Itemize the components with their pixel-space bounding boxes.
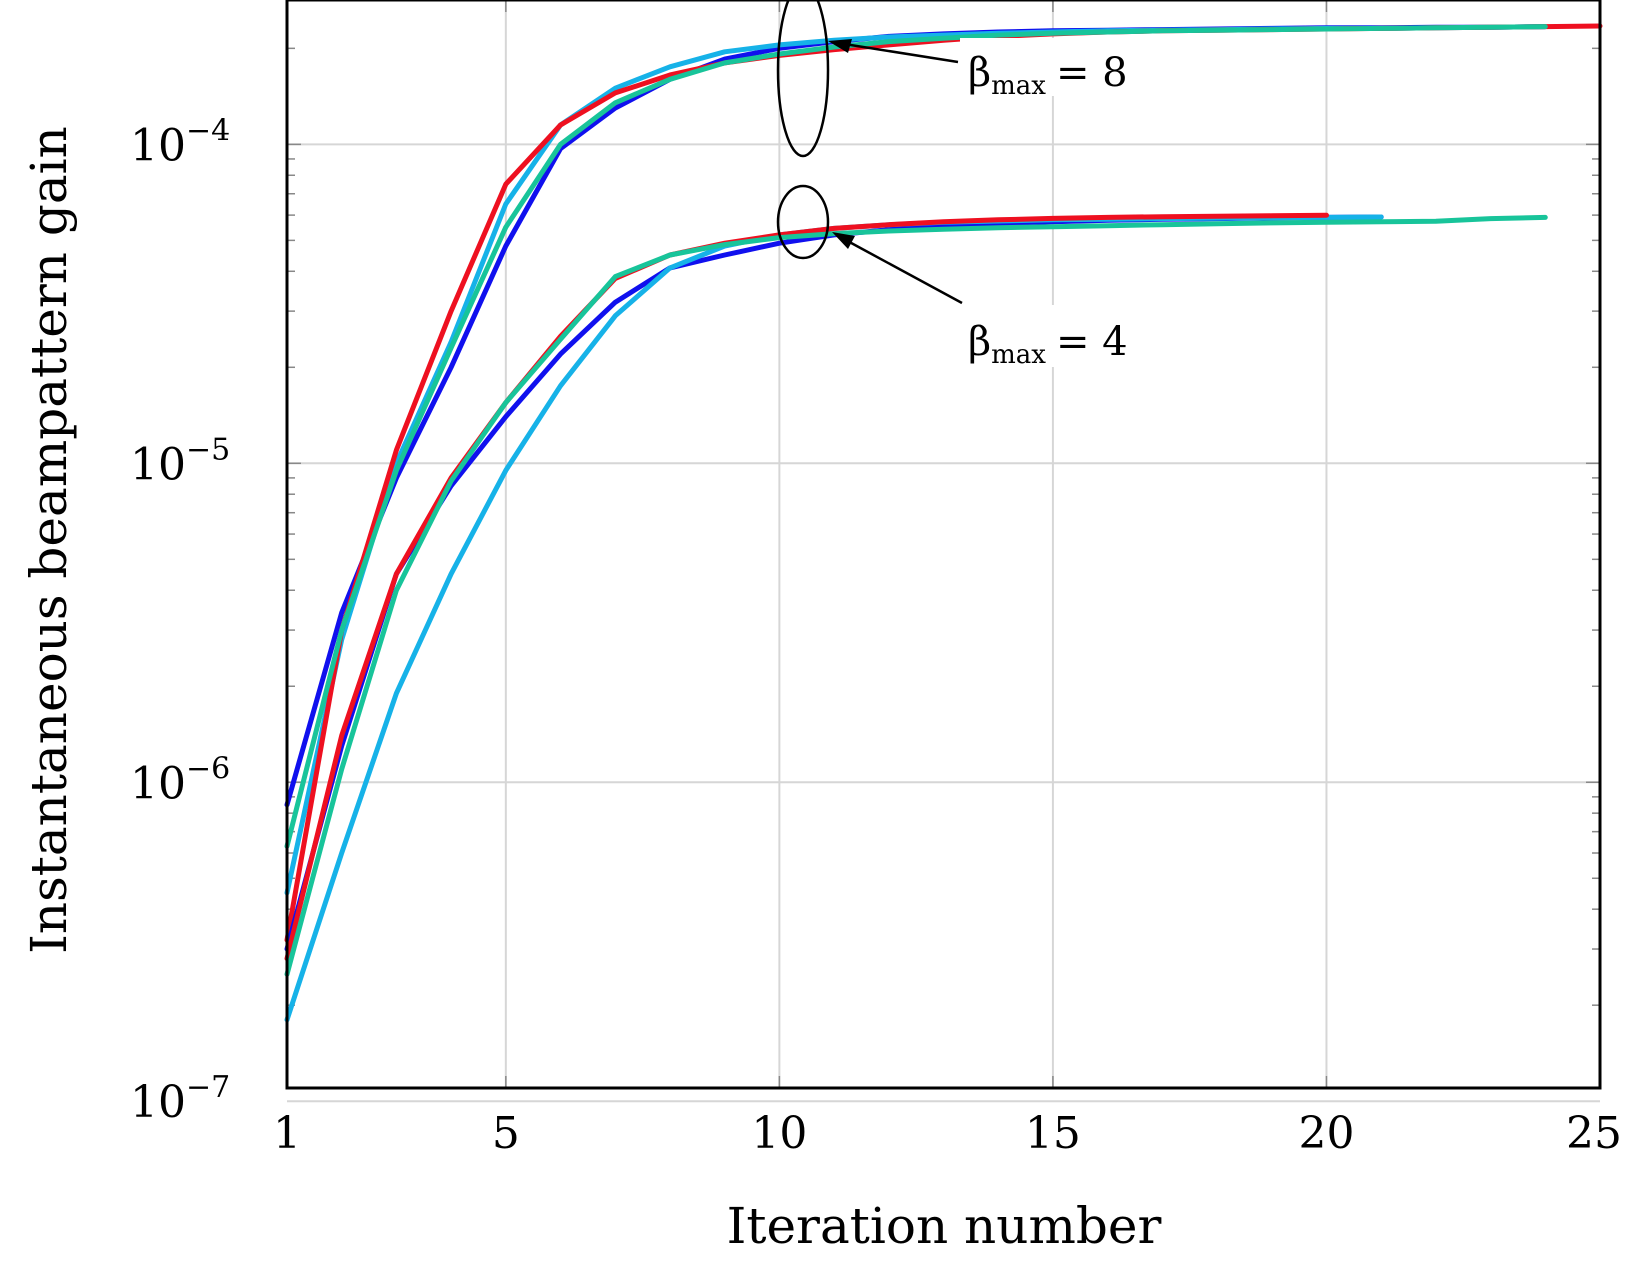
series-lines: [284, 23, 1603, 1023]
y-tick-base: 10: [130, 1077, 186, 1128]
y-tick-label: 10−4: [130, 113, 230, 171]
annotation-beta-max-4: βmax = 4: [776, 184, 1138, 370]
series-line-beta4-green: [284, 214, 1548, 977]
group-ellipse-upper: [776, 0, 830, 158]
y-tick-label: 10−6: [130, 751, 230, 809]
annotation-arrow-upper: [837, 41, 959, 64]
annotation-beta-max-8: βmax = 8: [776, 0, 1138, 158]
y-tick-base: 10: [130, 120, 186, 171]
beta-value: = 8: [1056, 50, 1128, 96]
x-tick-label: 10: [751, 1108, 807, 1159]
beta-subscript: max: [991, 340, 1046, 370]
y-tick-base: 10: [130, 758, 186, 809]
group-ellipse-lower: [776, 184, 830, 260]
y-tick-label: 10−5: [130, 432, 230, 490]
y-axis-title: Instantaneous beampattern gain: [20, 126, 78, 954]
x-tick-label: 1: [273, 1108, 301, 1159]
x-tick-label: 20: [1298, 1108, 1354, 1159]
beta-symbol: β: [968, 50, 991, 96]
x-tick-labels: 1 5 10 15 20 25: [273, 1108, 1622, 1159]
x-tick-label: 25: [1566, 1108, 1622, 1159]
beta-subscript: max: [991, 71, 1046, 101]
y-tick-exponent: −4: [186, 113, 230, 148]
series-line-beta8-green: [284, 24, 1548, 849]
y-tick-base: 10: [130, 439, 186, 490]
arrowhead-lower: [832, 232, 855, 249]
annotation-arrow-lower: [841, 236, 963, 305]
svg-text:βmax= 4: βmax = 4: [968, 319, 1128, 370]
y-tick-exponent: −6: [186, 751, 230, 786]
arrowhead-upper: [828, 39, 852, 53]
y-tick-labels: 10−710−610−510−4: [130, 113, 230, 1128]
x-tick-label: 15: [1025, 1108, 1081, 1159]
beta-value: = 4: [1056, 319, 1128, 365]
svg-text:βmax= 8: βmax = 8: [968, 50, 1128, 101]
annotation-bg-lower: [960, 305, 1138, 367]
plot-frame: [285, 0, 1602, 1090]
annotation-bg-upper: [960, 38, 1138, 96]
y-tick-exponent: −5: [186, 432, 230, 467]
beta-symbol: β: [968, 319, 991, 365]
x-axis-title: Iteration number: [727, 1197, 1162, 1255]
x-tick-label: 5: [492, 1108, 520, 1159]
y-tick-label: 10−7: [130, 1070, 230, 1128]
y-tick-exponent: −7: [186, 1070, 230, 1105]
